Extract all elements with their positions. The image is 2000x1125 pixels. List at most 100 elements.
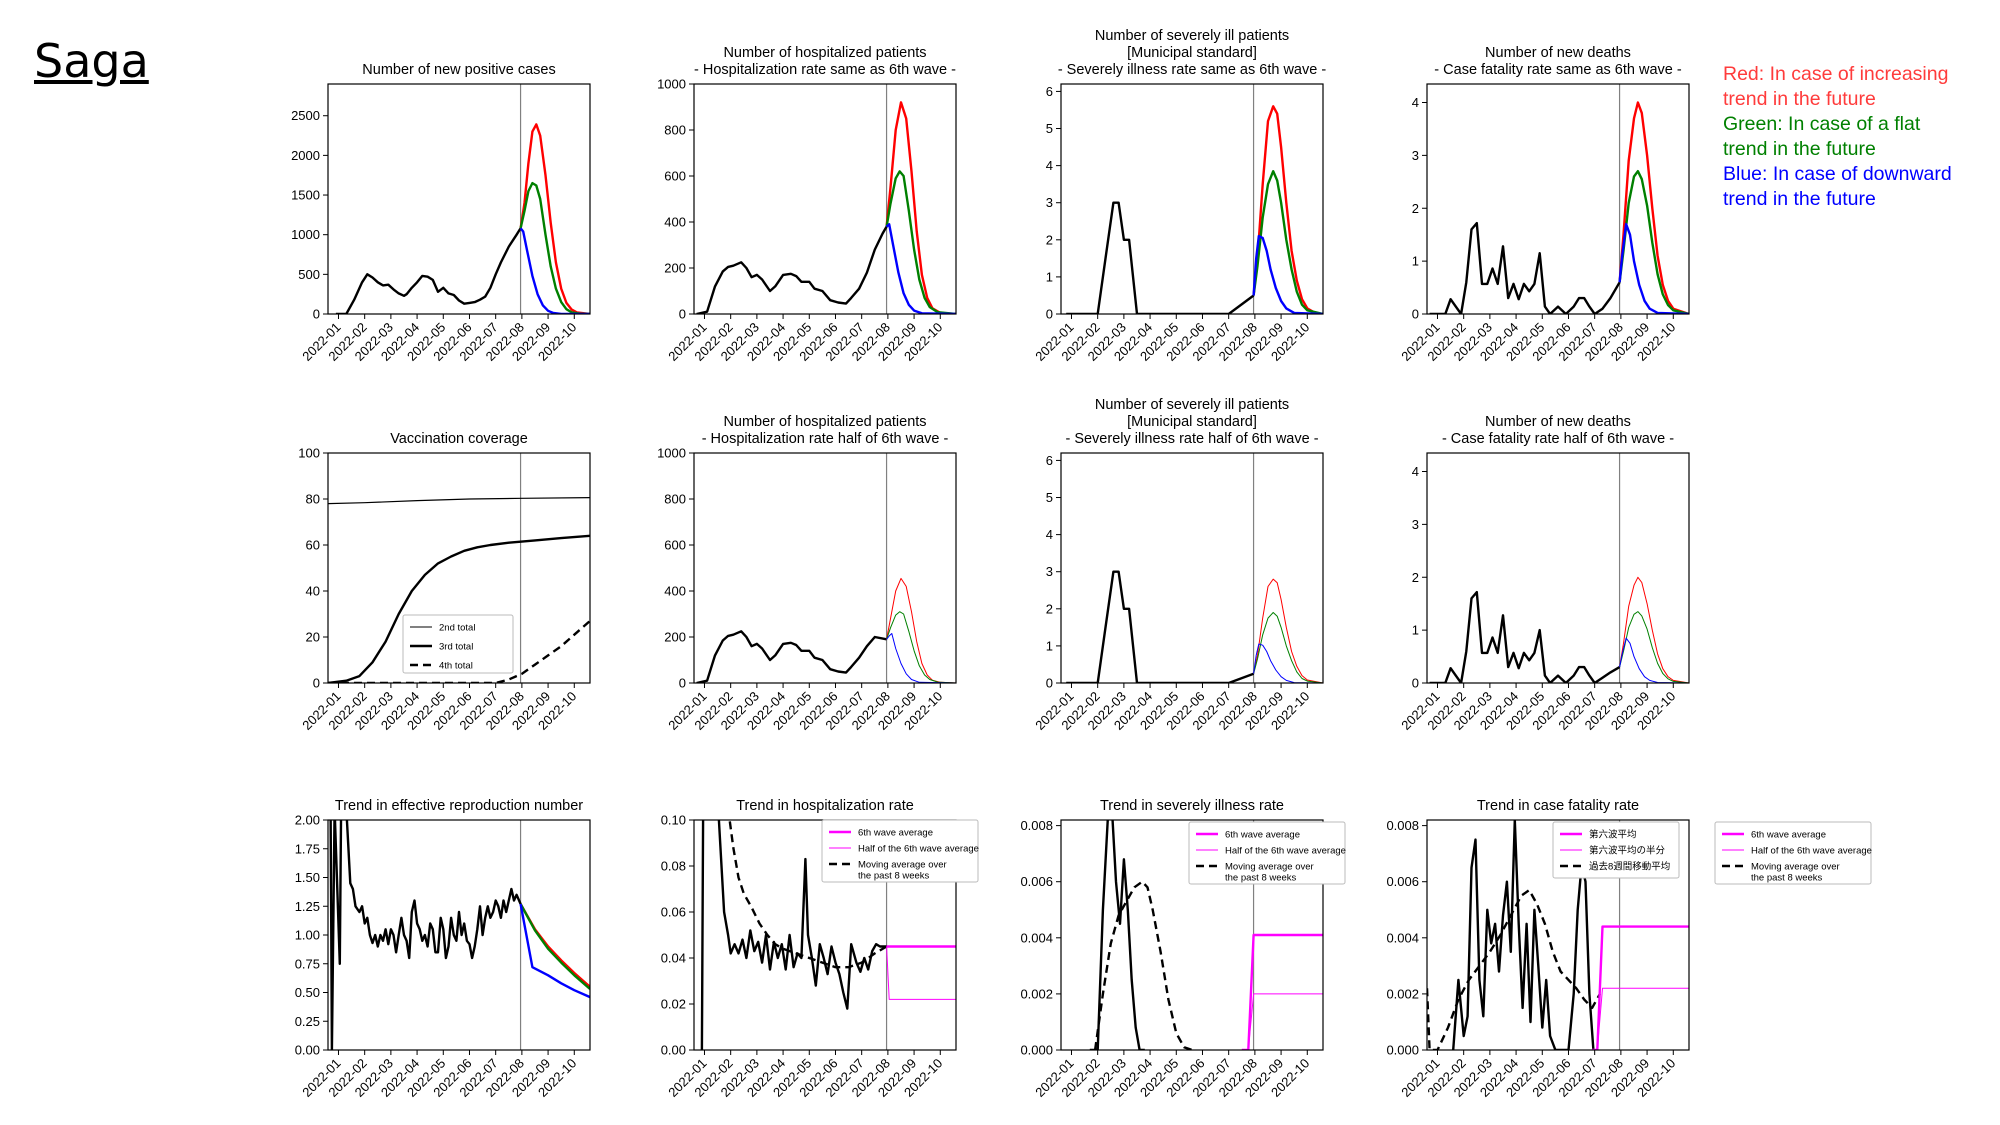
series-line	[1252, 234, 1323, 314]
series-line	[1618, 170, 1689, 314]
legend-label: Moving average over	[1751, 862, 1840, 873]
plot-frame	[1426, 819, 1690, 1051]
legend-label: 3rd total	[439, 642, 473, 653]
plot-frame	[693, 83, 957, 315]
chart-title: - Severely illness rate same as 6th wave…	[1058, 62, 1327, 78]
chart-c5: Vaccination coverage0204060801002022-012…	[298, 431, 591, 733]
y-tick-label: 4	[1046, 527, 1053, 542]
y-tick-label: 2	[1046, 232, 1053, 247]
y-tick-label: 4	[1046, 158, 1053, 173]
legend-label: 2nd total	[439, 623, 475, 634]
legend-line: Red: In case of increasing	[1723, 63, 1949, 85]
chart-title: [Municipal standard]	[1127, 414, 1257, 430]
y-tick-label: 40	[306, 584, 320, 599]
series-line	[696, 630, 887, 683]
y-tick-label: 1.00	[295, 928, 320, 943]
legend-label: the past 8 weeks	[858, 871, 930, 882]
series-line	[1247, 993, 1323, 1050]
chart-c4: Number of new deaths- Case fatality rate…	[1398, 45, 1690, 364]
legend-box	[1188, 821, 1346, 885]
chart-c1: Number of new positive cases 0 500 1000 1500…	[291, 62, 591, 364]
series-line	[728, 820, 888, 969]
y-tick-label: 0	[313, 307, 320, 322]
series-line	[1592, 925, 1689, 1050]
plot-frame	[327, 819, 591, 1051]
y-tick-label: 0.008	[1020, 818, 1053, 833]
y-tick-label: 60	[306, 538, 320, 553]
series-line	[1427, 888, 1601, 1050]
series-line	[1596, 987, 1689, 1050]
series-line	[1252, 170, 1323, 314]
chart-title: Trend in hospitalization rate	[736, 798, 914, 814]
y-tick-label: 0.006	[1020, 874, 1053, 889]
y-tick-label: 2	[1412, 201, 1419, 216]
chart-title: Number of new positive cases	[362, 62, 555, 78]
legend-label: Half of the 6th wave average	[858, 844, 979, 855]
y-tick-label: 800	[664, 123, 686, 138]
y-tick-label: 5	[1046, 490, 1053, 505]
legend-label: Moving average over	[1225, 862, 1314, 873]
y-tick-label: 0.002	[1386, 986, 1419, 1001]
series-line	[886, 633, 956, 683]
plot-frame	[1060, 819, 1324, 1051]
chart-c2: Number of hospitalized patients- Hospita…	[657, 45, 957, 364]
y-tick-label: 2	[1046, 601, 1053, 616]
series-line	[519, 903, 590, 990]
legend-line: Green: In case of a flat	[1723, 113, 1921, 135]
chart-title: Number of new deaths	[1485, 414, 1631, 430]
legend-line: trend in the future	[1723, 88, 1876, 110]
y-tick-label: 1	[1412, 254, 1419, 269]
series-line	[1619, 576, 1689, 683]
series-line	[519, 227, 590, 314]
legend-label: 4th total	[439, 661, 473, 672]
legend-label: 6th wave average	[858, 828, 933, 839]
chart-legend: 6th wave average Half of the 6th wave ave…	[1188, 821, 1346, 885]
y-tick-label: 0.004	[1386, 930, 1419, 945]
legend-label: 第六波平均の半分	[1589, 845, 1666, 857]
y-tick-label: 3	[1046, 564, 1053, 579]
chart-title: - Hospitalization rate half of 6th wave …	[702, 431, 949, 447]
y-tick-label: 0.50	[295, 985, 320, 1000]
chart-title: Number of severely ill patients	[1095, 397, 1289, 413]
series-line	[885, 170, 956, 314]
legend-label: Half of the 6th wave average	[1751, 846, 1872, 857]
series-line	[519, 181, 590, 314]
scenario-color-legend: Red: In case of increasing trend in the …	[1723, 62, 1952, 212]
y-tick-label: 2000	[291, 148, 320, 163]
chart-title: Vaccination coverage	[390, 431, 528, 447]
y-tick-label: 0	[313, 676, 320, 691]
y-tick-label: 1000	[291, 227, 320, 242]
y-tick-label: 0.06	[661, 905, 686, 920]
y-tick-label: 4	[1412, 464, 1419, 479]
y-tick-label: 2	[1412, 570, 1419, 585]
plot-frame	[1426, 452, 1690, 684]
y-tick-label: 2500	[291, 108, 320, 123]
legend-line: trend in the future	[1723, 188, 1876, 210]
legend-label: 過去8週間移動平均	[1589, 861, 1670, 873]
y-tick-label: 400	[664, 215, 686, 230]
chart-title: - Severely illness rate half of 6th wave…	[1065, 431, 1318, 447]
chart-c7: Number of severely ill patients[Municipa…	[1032, 397, 1324, 733]
plot-frame	[1426, 83, 1690, 315]
chart-title: Number of hospitalized patients	[723, 414, 926, 430]
y-tick-label: 0	[1412, 307, 1419, 322]
y-tick-label: 0.10	[661, 813, 686, 828]
series-line	[1429, 221, 1621, 314]
chart-legend: 6th wave average Half of the 6th wave ave…	[821, 819, 979, 883]
chart-c9: Trend in effective reproduction number 0.…	[295, 798, 591, 1100]
chart-title: - Hospitalization rate same as 6th wave …	[694, 62, 956, 78]
y-tick-label: 1	[1412, 623, 1419, 638]
y-tick-label: 600	[664, 538, 686, 553]
y-tick-label: 0.75	[295, 956, 320, 971]
legend-line: trend in the future	[1723, 138, 1876, 160]
chart-title: Trend in effective reproduction number	[335, 798, 583, 814]
y-tick-label: 0.25	[295, 1014, 320, 1029]
y-tick-label: 3	[1046, 195, 1053, 210]
y-tick-label: 0.08	[661, 859, 686, 874]
series-line	[886, 946, 956, 1000]
legend-box	[1714, 821, 1872, 885]
series-line	[328, 497, 590, 505]
legend-label: 第六波平均	[1589, 829, 1637, 841]
y-tick-label: 80	[306, 492, 320, 507]
